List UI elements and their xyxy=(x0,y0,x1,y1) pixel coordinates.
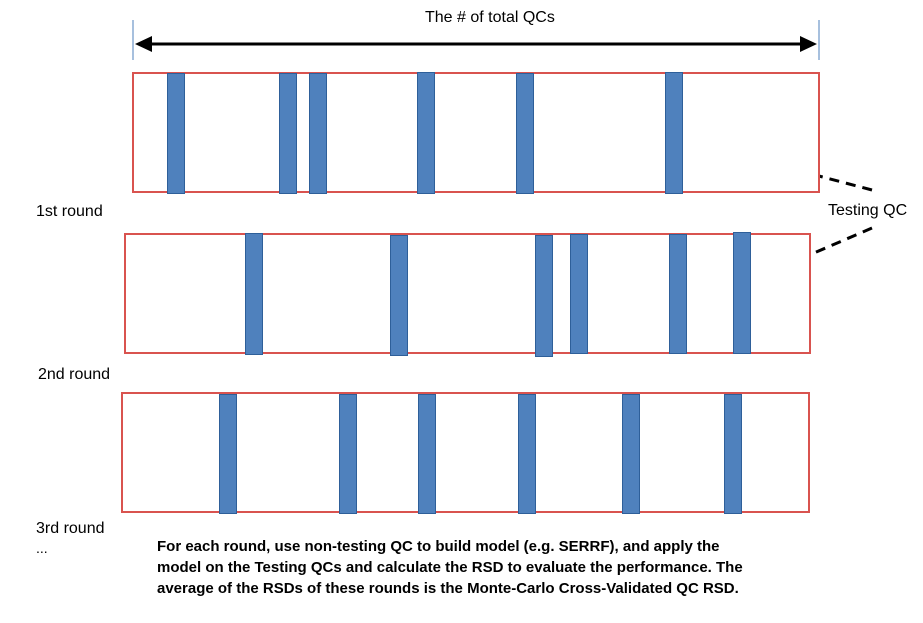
caption: For each round, use non-testing QC to bu… xyxy=(157,536,743,599)
round-3-box xyxy=(121,392,810,514)
page-title: The # of total QCs xyxy=(425,9,555,26)
qc-bar xyxy=(417,72,435,194)
round-2-label: 2nd round xyxy=(38,366,111,383)
qc-bar xyxy=(724,394,742,514)
round-1-label: 1st round xyxy=(36,203,103,220)
testing-qc-label: Testing QC xyxy=(828,202,908,219)
qc-bar xyxy=(516,73,534,194)
caption-line-2: model on the Testing QCs and calculate t… xyxy=(157,559,743,576)
qc-bar xyxy=(733,232,751,354)
qc-bar xyxy=(279,73,297,194)
caption-line-3: average of the RSDs of these rounds is t… xyxy=(157,580,739,597)
qc-bar xyxy=(535,235,553,357)
qc-bar xyxy=(518,394,536,514)
qc-bar xyxy=(418,394,436,514)
round-1-box xyxy=(132,72,820,194)
qc-bar xyxy=(245,233,263,355)
qc-bar xyxy=(309,73,327,194)
total-range-left-arrowhead xyxy=(135,36,152,52)
qc-bar xyxy=(669,234,687,354)
qc-bar xyxy=(219,394,237,514)
round-2-box xyxy=(124,232,811,357)
qc-bar xyxy=(622,394,640,514)
qc-bar xyxy=(167,73,185,194)
qc-bar xyxy=(390,235,408,356)
total-range-right-arrowhead xyxy=(800,36,817,52)
qc-bar xyxy=(570,234,588,354)
qc-bar xyxy=(665,72,683,194)
round-3-label: 3rd round xyxy=(36,520,105,537)
caption-line-1: For each round, use non-testing QC to bu… xyxy=(157,538,720,555)
qc-bar xyxy=(339,394,357,514)
ellipsis-text: ... xyxy=(36,540,48,556)
